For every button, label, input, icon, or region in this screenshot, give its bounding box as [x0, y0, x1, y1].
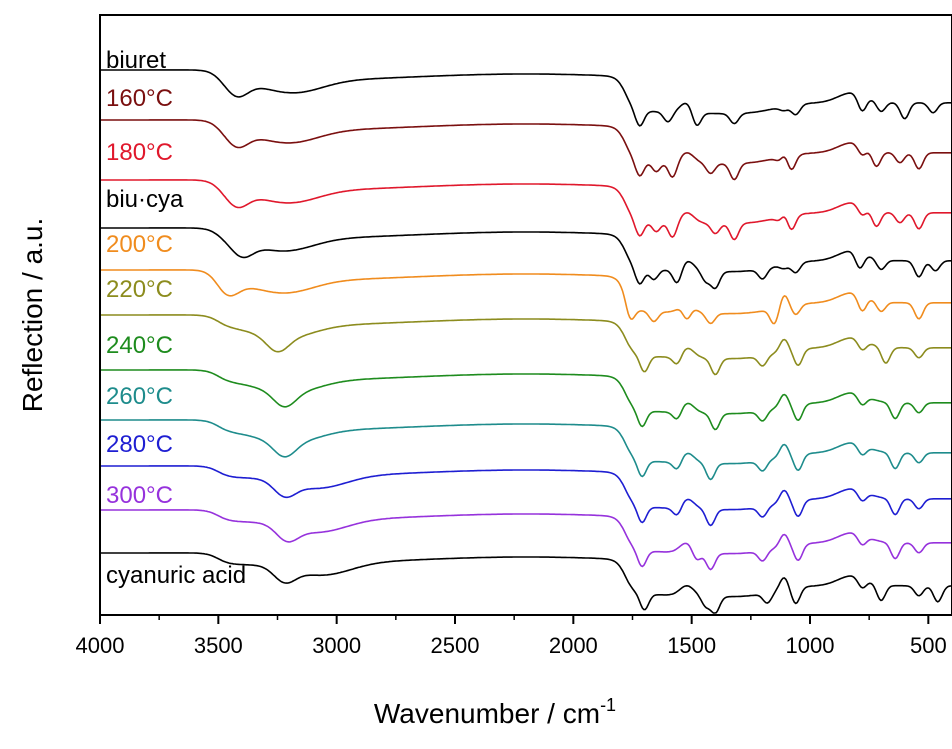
series-line-10 — [100, 552, 952, 614]
x-tick-label: 2000 — [549, 633, 598, 658]
series-labels: biuret 160°C 180°C biu·cya 200°C 220°C 240°C 26… — [106, 47, 246, 589]
series-label: cyanuric acid — [106, 562, 246, 589]
series-line-9 — [100, 509, 952, 571]
series-label: 200°C — [106, 231, 173, 258]
series-line-4 — [100, 269, 952, 325]
x-axis-title: Wavenumber / cm-1 — [374, 695, 616, 729]
x-axis-ticks: 4000 3500 3000 2500 2000 1500 1000 500 — [76, 615, 947, 658]
series-line-2 — [100, 179, 952, 241]
x-tick-label: 1000 — [786, 633, 835, 658]
series-label: 280°C — [106, 431, 173, 458]
series-label: biuret — [106, 47, 166, 74]
x-tick-label: 4000 — [76, 633, 125, 658]
series-label: 180°C — [106, 139, 173, 166]
series-line-7 — [100, 419, 952, 481]
series-line-5 — [100, 314, 952, 376]
series-label: 220°C — [106, 276, 173, 303]
x-axis-title-text: Wavenumber / cm — [374, 698, 600, 729]
series-label: 160°C — [106, 85, 173, 112]
x-tick-label: 2500 — [431, 633, 480, 658]
plot-frame — [99, 14, 952, 616]
x-tick-label: 1500 — [667, 633, 716, 658]
series-label: biu·cya — [106, 186, 184, 213]
series-line-8 — [100, 465, 952, 527]
y-axis-title: Reflection / a.u. — [17, 218, 48, 413]
x-tick-label: 500 — [910, 633, 947, 658]
x-axis-title-sup: -1 — [600, 695, 616, 715]
series-line-0 — [100, 69, 952, 127]
x-tick-label: 3500 — [194, 633, 243, 658]
spectra-lines — [100, 69, 952, 614]
x-tick-label: 3000 — [312, 633, 361, 658]
series-label: 260°C — [106, 383, 173, 410]
series-label: 300°C — [106, 482, 173, 509]
series-line-3 — [100, 227, 952, 290]
series-line-6 — [100, 369, 952, 431]
series-line-1 — [100, 119, 952, 181]
series-label: 240°C — [106, 332, 173, 359]
